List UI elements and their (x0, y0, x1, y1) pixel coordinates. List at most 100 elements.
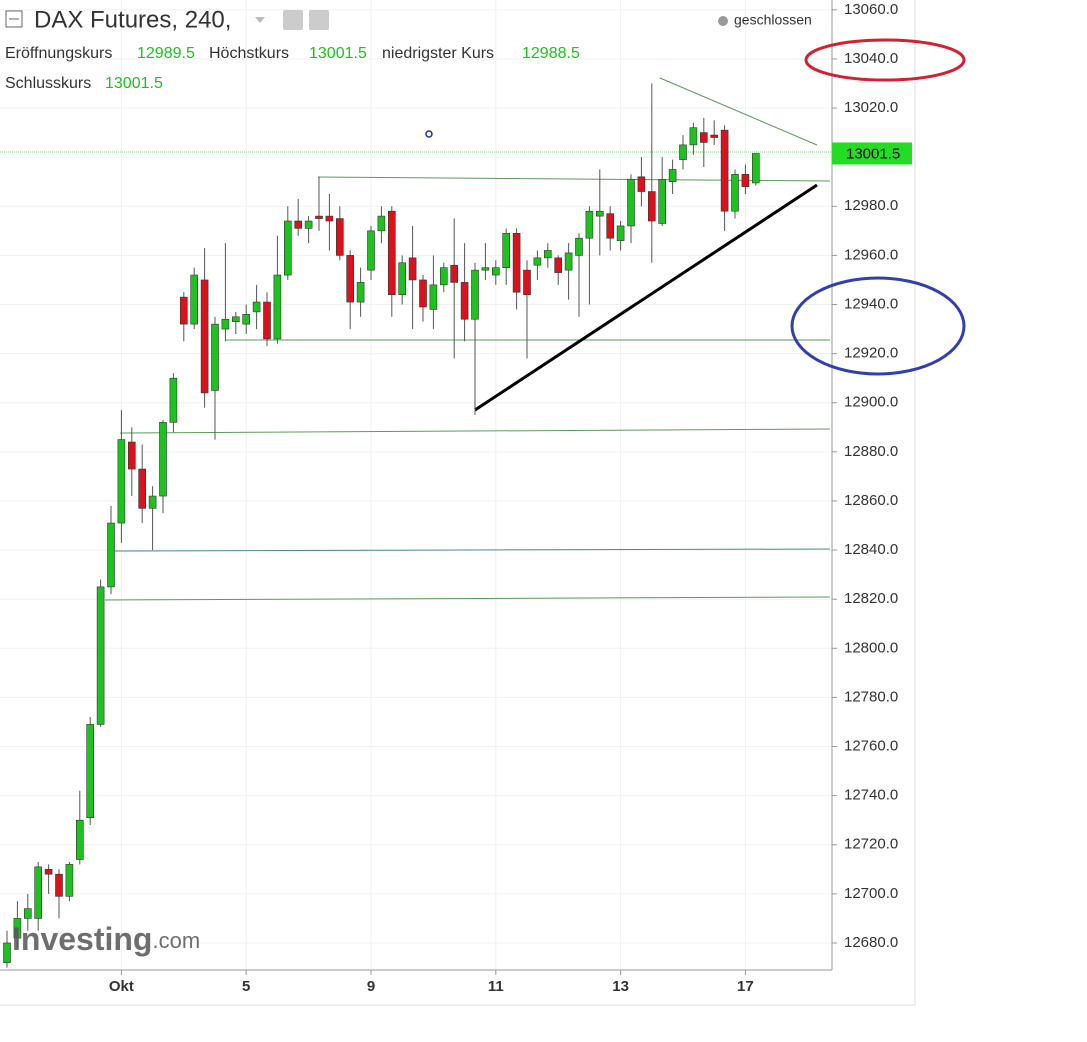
candle-body (200, 279, 209, 394)
candle-body (356, 282, 365, 303)
y-tick-label: 13040.0 (844, 50, 898, 67)
candle-body (190, 274, 198, 325)
x-tick-label: 17 (737, 978, 754, 995)
price-badge (832, 142, 912, 165)
support-line (114, 548, 831, 552)
collapse-icon[interactable] (5, 10, 23, 28)
candle-body (543, 250, 552, 259)
dropdown-icon[interactable] (255, 17, 265, 23)
x-tick-label: 13 (612, 978, 629, 995)
price-badge-label: 13001.5 (846, 145, 900, 162)
y-tick-label: 12880.0 (844, 443, 898, 460)
candles (3, 83, 760, 968)
y-tick-label: 12840.0 (844, 541, 898, 558)
y-tick-label: 12740.0 (844, 787, 898, 804)
marker (425, 130, 433, 138)
candle-body (263, 301, 271, 340)
candle-body (408, 257, 417, 281)
eye-icon[interactable] (283, 10, 303, 30)
close-value: 13001.5 (105, 75, 163, 92)
candle-body (647, 191, 656, 222)
candle-body (34, 866, 43, 919)
status-dot (718, 16, 728, 26)
candle-body (710, 134, 719, 138)
candle-body (699, 132, 708, 143)
candle-body (471, 269, 479, 320)
y-tick-label: 12860.0 (844, 492, 898, 509)
y-tick-label: 12780.0 (844, 688, 898, 705)
high-label: Höchstkurs (209, 45, 289, 62)
candle-body (595, 210, 604, 217)
candle-body (679, 144, 687, 160)
candle-body (55, 873, 63, 897)
annotations (0, 77, 832, 601)
low-value: 12988.5 (522, 45, 580, 62)
candle-body (627, 178, 635, 227)
candle-body (429, 284, 438, 310)
candle-body (76, 819, 84, 860)
candle-body (377, 215, 386, 232)
watermark-main: Investing (12, 921, 152, 957)
settings-icon[interactable] (309, 10, 329, 30)
y-tick-label: 12960.0 (844, 246, 898, 263)
candle-body (44, 869, 53, 875)
candle-body (315, 215, 323, 219)
candle-body (96, 586, 105, 725)
candle-body (637, 176, 646, 192)
candle-body (65, 864, 74, 897)
y-tick-label: 12920.0 (844, 345, 898, 362)
open-value: 12989.5 (137, 45, 195, 62)
y-tick-label: 12720.0 (844, 836, 898, 853)
x-tick-label: 11 (488, 978, 504, 995)
candle-body (751, 153, 760, 184)
candle-body (148, 495, 157, 509)
watermark-suffix: .com (152, 928, 200, 953)
low-label: niedrigster Kurs (382, 45, 494, 62)
candle-body (304, 220, 313, 229)
y-tick-label: 12800.0 (844, 639, 898, 656)
y-tick-label: 12980.0 (844, 197, 898, 214)
watermark: Investing.com (12, 921, 200, 957)
candle-body (128, 441, 136, 470)
open-label: Eröffnungskurs (5, 45, 112, 62)
y-tick-label: 12900.0 (844, 394, 898, 411)
candle-body (294, 220, 303, 229)
lower-trend-line (474, 183, 818, 412)
candle-body (211, 323, 219, 391)
candle-body (731, 174, 739, 212)
candle-body (512, 232, 521, 293)
candle-body (533, 257, 542, 266)
candle-body (523, 269, 531, 295)
candle-body (232, 316, 240, 322)
status: geschlossen (734, 12, 812, 28)
candle-body (720, 129, 729, 212)
candle-body (585, 210, 594, 239)
candle-body (398, 262, 407, 295)
y-tick-label: 13020.0 (844, 99, 898, 116)
x-tick-label: 5 (242, 978, 250, 995)
candle-body (138, 468, 146, 509)
candle-body (221, 318, 230, 330)
candle-body (180, 296, 188, 325)
candle-body (502, 232, 511, 268)
candle-body (283, 220, 292, 276)
candle-body (460, 282, 469, 320)
support-line (104, 596, 831, 601)
candle-body (419, 279, 427, 308)
y-tick-label: 12940.0 (844, 295, 898, 312)
grid (0, 0, 832, 970)
candle-body (107, 522, 115, 588)
candle-body (668, 169, 677, 183)
x-tick-label: 9 (367, 978, 375, 995)
support-line (119, 428, 831, 434)
close-label: Schlusskurs (5, 75, 91, 92)
candle-body (367, 230, 375, 271)
candle-body (86, 724, 94, 819)
candle-body (325, 215, 334, 222)
candle-body (273, 274, 282, 340)
candle-body (575, 237, 583, 256)
candle-body (554, 257, 563, 273)
candle-body (335, 218, 344, 256)
